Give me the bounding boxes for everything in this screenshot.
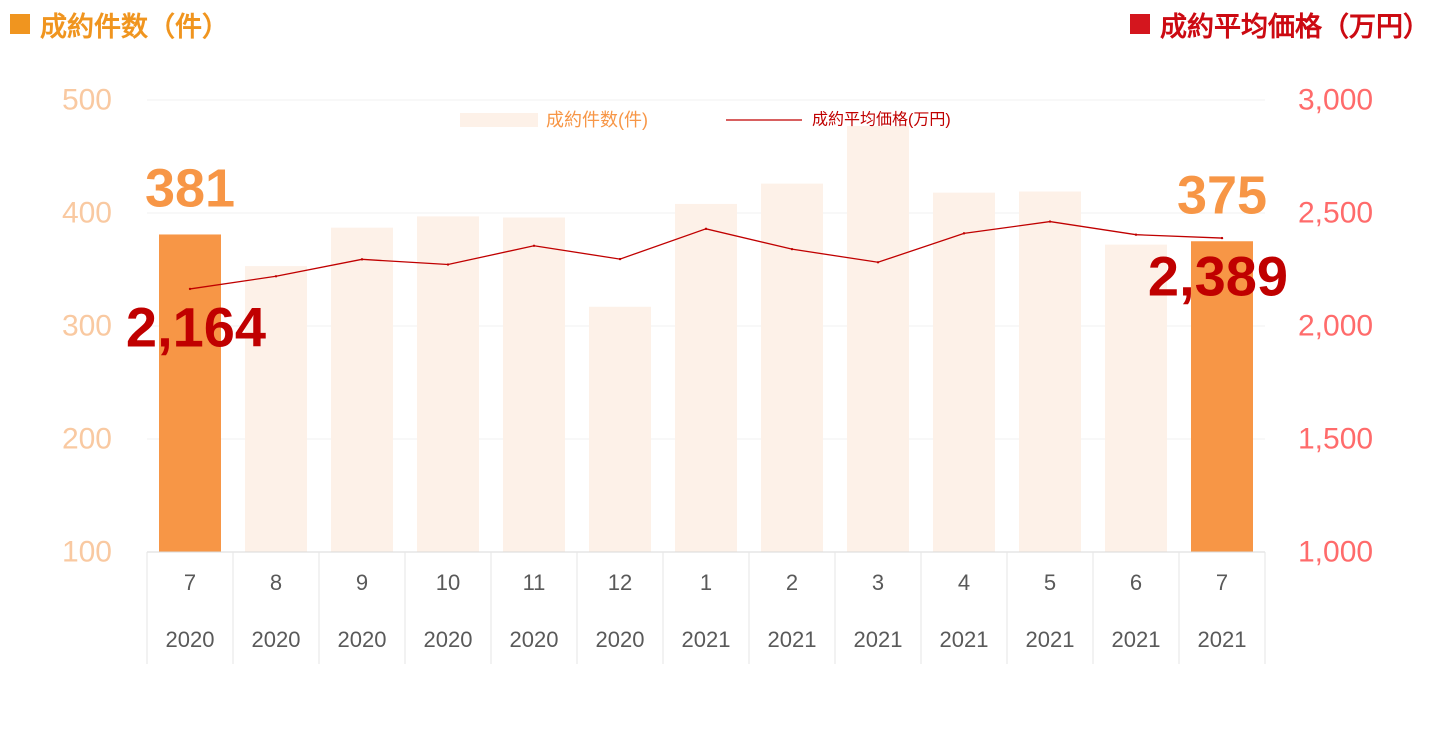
bar — [1191, 241, 1253, 552]
bar-data-label: 381 — [145, 158, 235, 218]
line-data-label: 2,164 — [126, 295, 266, 358]
price-point — [532, 244, 536, 247]
category-month-label: 1 — [700, 570, 712, 595]
bar — [589, 306, 651, 552]
bar — [1105, 244, 1167, 552]
price-point — [704, 227, 708, 231]
category-year-label: 2021 — [854, 627, 903, 652]
right-axis-tick-label: 1,500 — [1298, 423, 1373, 456]
left-axis-tick-label: 500 — [62, 84, 112, 117]
bar — [159, 234, 221, 552]
price-point — [188, 287, 192, 291]
category-year-label: 2021 — [1026, 627, 1075, 652]
line-data-label: 2,389 — [1148, 245, 1288, 308]
price-point — [274, 275, 278, 278]
bar — [675, 203, 737, 552]
right-axis-tick-label: 2,500 — [1298, 197, 1373, 230]
category-month-label: 3 — [872, 570, 884, 595]
orange-square-icon — [10, 14, 30, 34]
price-point — [962, 232, 966, 235]
category-year-label: 2020 — [338, 627, 387, 652]
bar — [933, 192, 995, 552]
price-point — [876, 261, 880, 264]
bar — [847, 125, 909, 553]
bar — [503, 217, 565, 552]
left-axis-tick-label: 400 — [62, 197, 112, 230]
price-point — [446, 263, 450, 266]
bar — [417, 216, 479, 552]
category-year-label: 2020 — [596, 627, 645, 652]
category-year-label: 2021 — [682, 627, 731, 652]
left-axis-title-text: 成約件数（件） — [40, 11, 229, 43]
legend-label-line: 成約平均価格(万円) — [812, 111, 951, 129]
bar — [245, 266, 307, 552]
category-month-label: 6 — [1130, 570, 1142, 595]
right-axis-title-text: 成約平均価格（万円） — [1160, 11, 1430, 43]
category-month-label: 10 — [436, 570, 460, 595]
category-month-label: 12 — [608, 570, 632, 595]
category-year-label: 2020 — [252, 627, 301, 652]
category-year-label: 2021 — [1198, 627, 1247, 652]
right-axis-tick-label: 1,000 — [1298, 536, 1373, 569]
bar — [331, 227, 393, 552]
category-year-label: 2021 — [940, 627, 989, 652]
category-month-label: 7 — [184, 570, 196, 595]
category-year-label: 2021 — [768, 627, 817, 652]
bar-data-label: 375 — [1177, 165, 1267, 225]
category-month-label: 8 — [270, 570, 282, 595]
right-axis-tick-label: 2,000 — [1298, 310, 1373, 343]
category-month-label: 7 — [1216, 570, 1228, 595]
price-point — [1134, 233, 1138, 236]
price-point — [1048, 220, 1052, 223]
left-axis-title: 成約件数（件） — [10, 4, 229, 44]
category-month-label: 2 — [786, 570, 798, 595]
legend-label-bars: 成約件数(件) — [546, 110, 648, 130]
left-axis-tick-label: 300 — [62, 310, 112, 343]
category-year-label: 2020 — [166, 627, 215, 652]
category-month-label: 4 — [958, 570, 970, 595]
bar — [761, 183, 823, 552]
right-axis-title: 成約平均価格（万円） — [1130, 4, 1430, 44]
price-point — [1220, 236, 1224, 240]
price-point — [360, 258, 364, 261]
legend-swatch-bars — [460, 113, 538, 127]
price-point — [618, 257, 622, 261]
red-square-icon — [1130, 14, 1150, 34]
category-year-label: 2020 — [424, 627, 473, 652]
left-axis-tick-label: 200 — [62, 423, 112, 456]
category-month-label: 11 — [523, 570, 546, 595]
category-year-label: 2020 — [510, 627, 559, 652]
category-month-label: 5 — [1044, 570, 1056, 595]
category-year-label: 2021 — [1112, 627, 1161, 652]
right-axis-tick-label: 3,000 — [1298, 84, 1373, 117]
category-month-label: 9 — [356, 570, 368, 595]
left-axis-tick-label: 100 — [62, 536, 112, 569]
bar — [1019, 191, 1081, 552]
price-point — [790, 247, 794, 251]
